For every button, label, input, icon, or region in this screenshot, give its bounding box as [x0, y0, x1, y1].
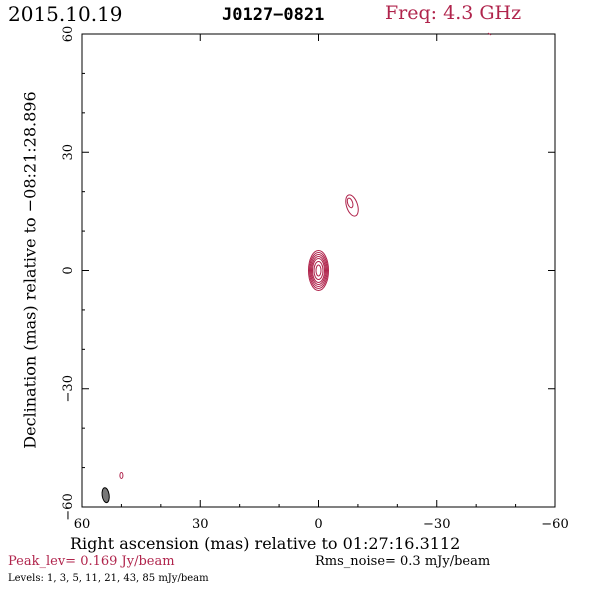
- jet-knot-contour: [345, 194, 359, 217]
- axis-ticks: [81, 33, 556, 508]
- core-contour: [309, 252, 328, 289]
- y-tick-label: −30: [61, 375, 76, 402]
- observation-date: 2015.10.19: [8, 2, 123, 26]
- core-contour: [311, 256, 326, 285]
- core-contour: [308, 250, 329, 291]
- plot-extras: [101, 32, 492, 504]
- x-tick-label: 0: [314, 517, 322, 532]
- core-contour: [315, 264, 322, 277]
- small-contour: [119, 471, 124, 479]
- contour-levels: Levels: 1, 3, 5, 11, 21, 43, 85 mJy/beam: [8, 573, 209, 584]
- core-contour: [310, 254, 327, 287]
- y-axis-label: Declination (mas) relative to −08:21:28.…: [20, 91, 40, 449]
- rms-noise: Rms_noise= 0.3 mJy/beam: [315, 554, 491, 569]
- source-name: J0127−0821: [222, 5, 325, 25]
- beam-ellipse: [101, 487, 110, 504]
- x-axis-label: Right ascension (mas) relative to 01:27:…: [70, 534, 461, 553]
- frequency-label: Freq: 4.3 GHz: [385, 2, 522, 24]
- x-tick-label: 30: [192, 517, 209, 532]
- top-contour-fragment: [487, 32, 492, 36]
- x-tick-label: 60: [74, 517, 91, 532]
- plot-frame: [81, 33, 556, 508]
- y-tick-label: 0: [61, 266, 76, 274]
- peak-level: Peak_lev= 0.169 Jy/beam: [8, 554, 175, 569]
- x-tick-label: −30: [423, 517, 450, 532]
- core-contour: [313, 261, 324, 280]
- x-tick-label: −60: [541, 517, 568, 532]
- y-tick-label: 30: [61, 144, 76, 161]
- jet-knot-contour: [346, 197, 354, 209]
- y-tick-label: −60: [61, 493, 76, 520]
- core-contour: [312, 258, 325, 283]
- y-tick-label: 60: [61, 26, 76, 43]
- contour-components: [119, 194, 359, 479]
